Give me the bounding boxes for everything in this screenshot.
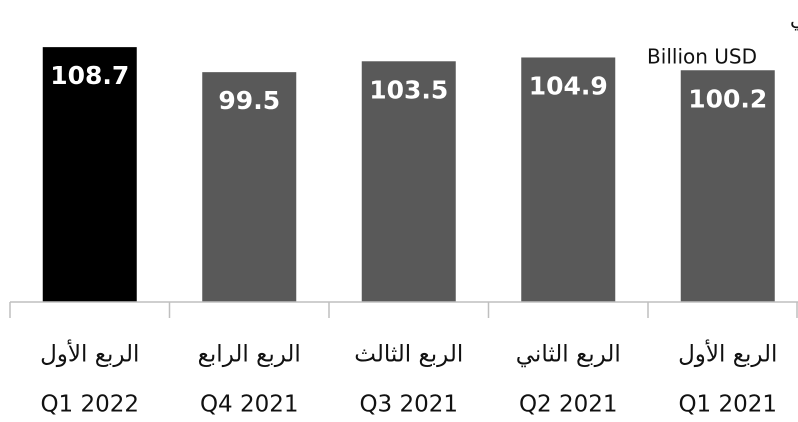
unit-label-ar: مليار دولار أمريكي xyxy=(790,6,798,32)
category-label-ar: الربع الرابع xyxy=(198,342,301,368)
unit-label-en: Billion USD xyxy=(647,45,757,69)
value-label: 104.9 xyxy=(529,71,608,100)
value-label: 103.5 xyxy=(369,75,448,104)
bar xyxy=(361,61,456,302)
category-label-ar: الربع الأول xyxy=(40,340,139,368)
category-label-ar: الربع الأول xyxy=(678,340,777,368)
bar xyxy=(202,72,297,302)
value-label: 100.2 xyxy=(688,84,767,113)
bar xyxy=(680,70,775,302)
category-label-en: Q2 2021 xyxy=(519,392,618,418)
category-label-en: Q3 2021 xyxy=(359,392,458,418)
bar xyxy=(42,47,137,302)
category-label-en: Q4 2021 xyxy=(200,392,299,418)
value-label: 99.5 xyxy=(218,86,280,115)
value-label: 108.7 xyxy=(50,61,129,90)
bar xyxy=(521,57,616,302)
category-label-en: Q1 2022 xyxy=(40,392,139,418)
category-label-ar: الربع الثاني xyxy=(516,342,621,368)
category-label-ar: الربع الثالث xyxy=(354,342,463,368)
category-label-en: Q1 2021 xyxy=(678,392,777,418)
